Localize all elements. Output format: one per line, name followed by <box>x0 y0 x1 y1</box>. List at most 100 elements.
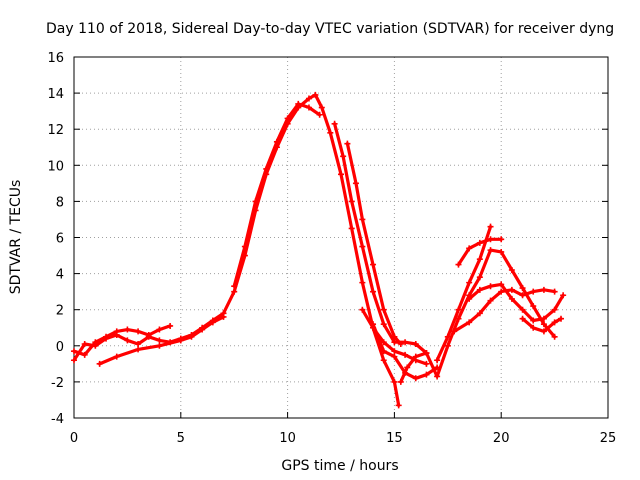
data-point <box>498 248 505 255</box>
data-point <box>560 292 567 299</box>
data-point <box>412 340 419 347</box>
data-point <box>530 317 537 324</box>
x-tick-label: 15 <box>386 431 403 446</box>
data-point <box>273 138 280 145</box>
data-point <box>551 319 558 326</box>
y-tick-label: 2 <box>56 304 64 319</box>
data-point <box>487 236 494 243</box>
series-layer <box>71 91 567 409</box>
data-point <box>135 340 142 347</box>
data-point <box>508 266 515 273</box>
data-point <box>476 286 483 293</box>
data-point <box>391 353 398 360</box>
data-point <box>156 326 163 333</box>
data-point <box>466 295 473 302</box>
data-point <box>397 378 404 385</box>
series-line-sat-d <box>232 102 322 288</box>
data-point <box>508 286 515 293</box>
y-tick-label: 8 <box>56 195 64 210</box>
data-point <box>466 279 473 286</box>
data-point <box>498 281 505 288</box>
data-point <box>318 104 325 111</box>
data-point <box>359 306 366 313</box>
data-point <box>558 315 565 322</box>
data-point <box>444 333 451 340</box>
data-point <box>519 315 526 322</box>
data-point <box>338 171 344 178</box>
data-point <box>359 216 366 223</box>
data-point <box>551 306 558 313</box>
data-point <box>530 324 537 331</box>
data-point <box>451 328 458 335</box>
y-tick-label: 4 <box>56 268 64 283</box>
data-point <box>540 328 547 335</box>
data-point <box>540 286 547 293</box>
y-tick-label: -4 <box>51 412 64 427</box>
data-point <box>81 351 88 358</box>
data-point <box>476 310 483 317</box>
y-tick-label: 16 <box>47 51 64 66</box>
data-point <box>92 339 99 346</box>
data-point <box>380 321 387 328</box>
data-point <box>359 279 366 286</box>
data-point <box>331 120 338 127</box>
x-tick-label: 10 <box>279 431 296 446</box>
data-point <box>540 315 547 322</box>
data-point <box>263 165 270 172</box>
y-tick-label: 0 <box>56 340 64 355</box>
data-point <box>455 306 462 313</box>
data-point <box>487 283 494 290</box>
data-point <box>71 357 77 364</box>
data-point <box>177 337 184 344</box>
data-point <box>81 340 88 347</box>
data-point <box>476 256 483 263</box>
data-point <box>412 375 419 382</box>
series-line-sat-m <box>467 282 565 323</box>
data-point <box>156 337 163 344</box>
data-point <box>352 180 359 187</box>
data-point <box>305 104 312 111</box>
data-point <box>380 357 387 364</box>
data-point <box>145 331 152 338</box>
x-tick-label: 25 <box>600 431 617 446</box>
data-point <box>551 288 558 295</box>
data-point <box>540 321 547 328</box>
data-point <box>167 322 174 329</box>
data-point <box>466 245 473 252</box>
y-tick-label: 10 <box>47 159 64 174</box>
data-point <box>530 303 537 310</box>
data-point <box>241 243 248 250</box>
data-point <box>305 95 312 102</box>
data-point <box>397 340 404 347</box>
data-point <box>455 261 462 268</box>
data-point <box>530 288 537 295</box>
data-point <box>220 313 227 320</box>
data-point <box>103 333 110 340</box>
data-point <box>412 353 419 360</box>
data-point <box>476 239 483 246</box>
data-point <box>519 306 526 313</box>
data-point <box>498 236 505 243</box>
series-line-sat-i <box>399 248 557 384</box>
data-point <box>135 328 142 335</box>
data-point <box>423 350 430 357</box>
data-point <box>316 111 323 118</box>
data-point <box>434 373 441 380</box>
data-point <box>487 223 494 230</box>
data-point <box>380 339 387 346</box>
data-point <box>252 198 259 205</box>
y-tick-label: 6 <box>56 232 64 247</box>
data-point <box>404 364 411 371</box>
data-point <box>156 342 163 349</box>
grid-layer <box>74 57 608 418</box>
data-point <box>370 288 377 295</box>
data-point <box>391 348 398 355</box>
data-point <box>423 371 430 378</box>
data-point <box>348 198 355 205</box>
data-point <box>295 100 302 107</box>
series-line-sat-a <box>72 93 401 407</box>
data-point <box>284 115 291 122</box>
x-tick-label: 20 <box>493 431 510 446</box>
data-point <box>370 261 377 268</box>
y-tick-label: 14 <box>47 87 64 102</box>
